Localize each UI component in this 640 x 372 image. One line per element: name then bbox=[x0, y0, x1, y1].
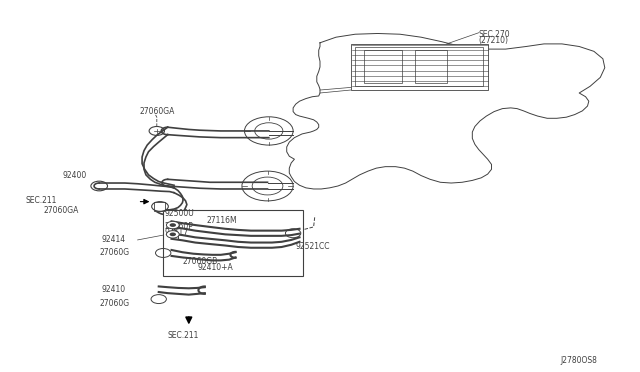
Text: SEC.270: SEC.270 bbox=[479, 30, 510, 39]
Bar bbox=[163, 210, 303, 276]
Bar bbox=[364, 50, 402, 83]
Text: 27060G: 27060G bbox=[99, 248, 129, 257]
Circle shape bbox=[170, 223, 176, 227]
Text: SEC.211: SEC.211 bbox=[26, 196, 57, 205]
Text: 92521CC: 92521CC bbox=[296, 242, 330, 251]
Bar bbox=[355, 46, 483, 86]
Text: 27060GA: 27060GA bbox=[44, 206, 79, 215]
Text: 92417: 92417 bbox=[164, 228, 189, 237]
Bar bbox=[154, 202, 165, 211]
Text: 27060GA: 27060GA bbox=[140, 107, 175, 116]
Text: 92414: 92414 bbox=[101, 235, 125, 244]
Text: 92410: 92410 bbox=[101, 285, 125, 294]
Text: J2780OS8: J2780OS8 bbox=[560, 356, 597, 365]
Text: 92400: 92400 bbox=[63, 171, 87, 180]
Text: SEC.211: SEC.211 bbox=[168, 331, 199, 340]
Text: 27060P: 27060P bbox=[164, 222, 193, 231]
Text: 92500U: 92500U bbox=[164, 209, 194, 218]
Circle shape bbox=[170, 232, 176, 236]
Text: 27060GB: 27060GB bbox=[182, 257, 218, 266]
Text: (27210): (27210) bbox=[479, 36, 509, 45]
Bar bbox=[351, 44, 488, 90]
Text: 27116M: 27116M bbox=[206, 216, 237, 225]
Text: 27060G: 27060G bbox=[99, 299, 129, 308]
Circle shape bbox=[166, 231, 179, 238]
Circle shape bbox=[166, 221, 179, 229]
Bar bbox=[415, 50, 447, 83]
Text: 92410+A: 92410+A bbox=[197, 263, 233, 272]
